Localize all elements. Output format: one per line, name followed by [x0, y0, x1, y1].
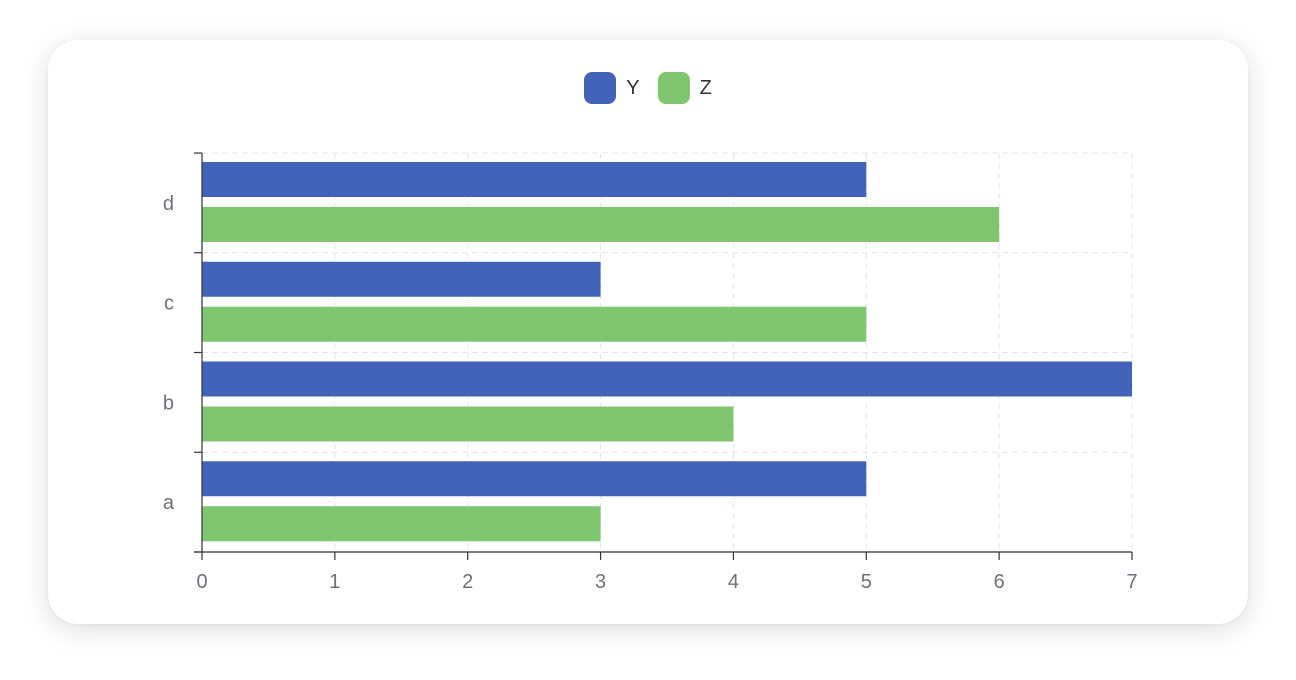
x-tick-label-5: 5 [861, 571, 872, 593]
legend-label-y: Y [626, 76, 640, 99]
tick-labels: 0 1 2 3 4 5 6 7 a b c d [163, 193, 1138, 593]
legend-swatch-y [584, 72, 617, 104]
x-tick-label-6: 6 [994, 571, 1005, 593]
bar-y-a[interactable] [202, 461, 867, 497]
y-tick-label-c: c [164, 293, 174, 315]
x-tick-label-3: 3 [595, 571, 606, 593]
chart-card: Y Z 0 1 2 3 4 5 6 7 a b c d [48, 40, 1248, 624]
x-tick-label-2: 2 [462, 571, 473, 593]
x-tick-label-7: 7 [1126, 571, 1137, 593]
axes [194, 152, 1133, 560]
legend-item-y[interactable]: Y [584, 72, 640, 104]
bar-z-c[interactable] [202, 306, 867, 342]
x-tick-label-0: 0 [196, 571, 207, 593]
bar-chart: 0 1 2 3 4 5 6 7 a b c d [163, 152, 1138, 593]
bar-y-b[interactable] [202, 361, 1132, 397]
legend-swatch-z [657, 72, 690, 104]
y-tick-label-a: a [163, 492, 175, 514]
y-tick-label-d: d [163, 193, 174, 215]
bar-z-b[interactable] [202, 406, 734, 442]
legend-item-z[interactable]: Z [657, 72, 712, 104]
legend: Y Z [48, 72, 1248, 104]
bars [202, 162, 1132, 542]
legend-label-z: Z [699, 76, 712, 99]
y-tick-label-b: b [163, 392, 174, 414]
x-tick-label-4: 4 [728, 571, 739, 593]
bar-y-d[interactable] [202, 162, 867, 197]
bar-y-c[interactable] [202, 261, 601, 297]
x-tick-label-1: 1 [329, 571, 340, 593]
bar-z-d[interactable] [202, 207, 1000, 242]
bar-z-a[interactable] [202, 506, 601, 542]
